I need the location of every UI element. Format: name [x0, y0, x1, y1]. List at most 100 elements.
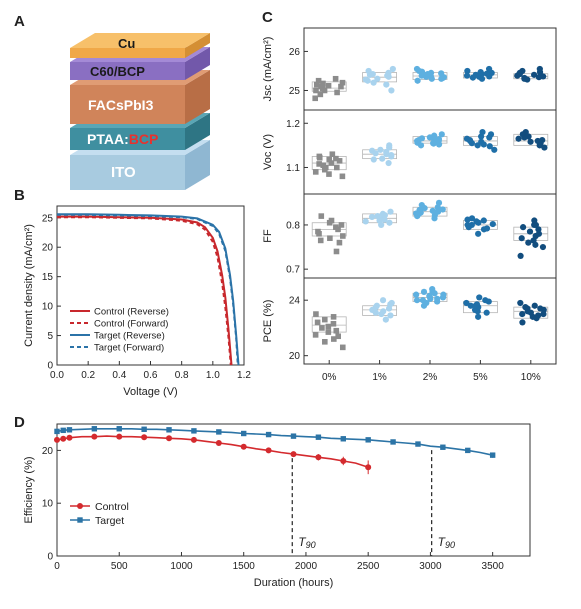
stab-x-tick-label: 3000 — [419, 561, 442, 572]
panel-label-b: B — [14, 187, 25, 204]
stab-point — [340, 436, 346, 442]
cu-layer-top — [70, 33, 210, 48]
stab-t90-label: T90 — [438, 535, 455, 550]
stab-point — [191, 428, 197, 434]
stats-point — [389, 65, 396, 73]
stats-point — [380, 308, 387, 315]
stats-point — [483, 225, 491, 232]
stats-point — [387, 208, 394, 215]
jv-y-tick-label: 20 — [42, 243, 54, 254]
stats-category-label: 1% — [372, 372, 387, 383]
ito-label: ITO — [111, 164, 136, 181]
stats-point — [438, 70, 445, 77]
stats-point — [388, 87, 395, 94]
stats-point — [527, 138, 534, 145]
ptaa-layer-side — [70, 128, 185, 150]
stats-y-axis-label: Jsc (mA/cm²) — [262, 37, 274, 102]
panel-label-a: A — [14, 13, 25, 30]
c60-label: C60/BCP — [90, 64, 145, 79]
stats-point — [325, 329, 332, 335]
stats-point — [431, 290, 438, 297]
stats-point — [379, 155, 386, 162]
stats-point — [326, 156, 333, 163]
stats-point — [532, 241, 539, 248]
stats-point — [530, 71, 538, 78]
stab-point — [489, 452, 496, 458]
stab-x-tick-label: 500 — [111, 561, 128, 572]
stats-point — [370, 156, 377, 163]
c60-layer-right — [185, 47, 210, 80]
cu-layer-right — [185, 33, 210, 58]
stats-point — [486, 134, 493, 141]
stats-point — [435, 136, 443, 143]
jv-x-tick-label: 0.0 — [50, 370, 64, 381]
ito-layer-right — [185, 140, 210, 190]
stats-point — [318, 213, 325, 219]
stab-y-axis-label: Efficiency (%) — [23, 456, 35, 523]
stab-point — [365, 437, 371, 443]
ito-layer-side — [70, 155, 185, 190]
stats-point — [333, 224, 339, 230]
stab-point — [116, 426, 122, 432]
stats-point — [463, 72, 471, 79]
c60-layer-side — [70, 62, 185, 80]
stats-point — [322, 339, 328, 345]
stats-category-label: 10% — [521, 372, 541, 383]
stats-point — [430, 140, 437, 147]
stats-point — [463, 299, 470, 307]
stats-point — [518, 235, 525, 242]
stats-point — [370, 79, 377, 86]
stats-point — [438, 131, 445, 138]
stats-point — [384, 72, 391, 79]
stats-point — [312, 169, 319, 175]
stats-point — [540, 310, 547, 318]
jv-x-tick-label: 0.2 — [81, 370, 95, 381]
stats-point — [517, 299, 524, 307]
stats-point — [329, 151, 336, 158]
stats-point — [541, 144, 548, 151]
stats-point — [383, 148, 390, 156]
stab-point — [54, 436, 60, 443]
stats-point — [362, 218, 369, 225]
stab-point — [60, 427, 66, 434]
stats-point — [413, 291, 420, 298]
jv-legend-entry: Target (Reverse) — [94, 331, 165, 342]
stats-panel-frame — [303, 27, 557, 111]
stab-point — [116, 433, 123, 440]
stats-point — [312, 95, 318, 102]
stats-point — [435, 199, 443, 206]
stats-point — [326, 171, 332, 177]
stats-point — [327, 235, 333, 242]
jv-x-tick-label: 0.8 — [175, 370, 189, 381]
perovskite-layer-side — [70, 85, 185, 124]
jv-y-tick-label: 25 — [42, 213, 54, 224]
stats-point — [372, 309, 379, 316]
stats-point — [517, 252, 524, 259]
stats-point — [524, 305, 531, 312]
stats-point — [316, 161, 322, 167]
stats-point — [387, 312, 394, 319]
stab-x-tick-label: 2000 — [295, 561, 318, 572]
stats-point — [325, 82, 332, 89]
stats-chart: 25 26 Jsc (mA/cm²) 1.1 1.2 Voc (V) 0.7 0.8 FF 20 2… — [262, 27, 557, 383]
stats-point — [313, 311, 319, 317]
jv-series-line-0 — [57, 215, 233, 366]
stats-point — [335, 333, 341, 340]
stats-point — [383, 81, 390, 88]
stats-point — [525, 239, 532, 246]
stats-point — [340, 233, 346, 239]
jv-series-line-3 — [57, 213, 239, 366]
stab-point — [265, 431, 272, 438]
stats-point — [469, 74, 477, 81]
stab-point — [265, 447, 272, 454]
jv-y-tick-label: 15 — [42, 272, 54, 283]
ptaa-label: PTAA:BCP — [87, 131, 158, 147]
stats-point — [414, 77, 421, 84]
stats-point — [426, 292, 433, 300]
stab-point — [66, 434, 73, 441]
stats-point — [421, 205, 428, 212]
stats-point — [369, 70, 376, 78]
stats-point — [328, 160, 335, 166]
stats-point — [539, 136, 546, 144]
stats-point — [362, 76, 369, 83]
